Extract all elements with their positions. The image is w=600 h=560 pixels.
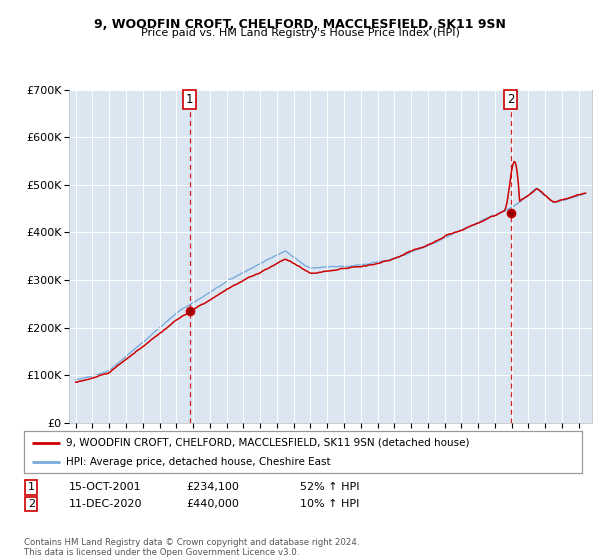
Text: 11-DEC-2020: 11-DEC-2020 bbox=[69, 499, 143, 509]
FancyBboxPatch shape bbox=[24, 431, 582, 473]
Text: 2: 2 bbox=[28, 499, 35, 509]
Text: £440,000: £440,000 bbox=[186, 499, 239, 509]
Text: £234,100: £234,100 bbox=[186, 482, 239, 492]
Text: Contains HM Land Registry data © Crown copyright and database right 2024.
This d: Contains HM Land Registry data © Crown c… bbox=[24, 538, 359, 557]
Text: 9, WOODFIN CROFT, CHELFORD, MACCLESFIELD, SK11 9SN: 9, WOODFIN CROFT, CHELFORD, MACCLESFIELD… bbox=[94, 18, 506, 31]
Text: Price paid vs. HM Land Registry's House Price Index (HPI): Price paid vs. HM Land Registry's House … bbox=[140, 28, 460, 38]
Text: HPI: Average price, detached house, Cheshire East: HPI: Average price, detached house, Ches… bbox=[66, 457, 331, 467]
Text: 52% ↑ HPI: 52% ↑ HPI bbox=[300, 482, 359, 492]
Text: 1: 1 bbox=[28, 482, 35, 492]
Text: 10% ↑ HPI: 10% ↑ HPI bbox=[300, 499, 359, 509]
Text: 1: 1 bbox=[186, 92, 193, 106]
Text: 2: 2 bbox=[507, 92, 514, 106]
Text: 15-OCT-2001: 15-OCT-2001 bbox=[69, 482, 142, 492]
Text: 9, WOODFIN CROFT, CHELFORD, MACCLESFIELD, SK11 9SN (detached house): 9, WOODFIN CROFT, CHELFORD, MACCLESFIELD… bbox=[66, 437, 469, 447]
